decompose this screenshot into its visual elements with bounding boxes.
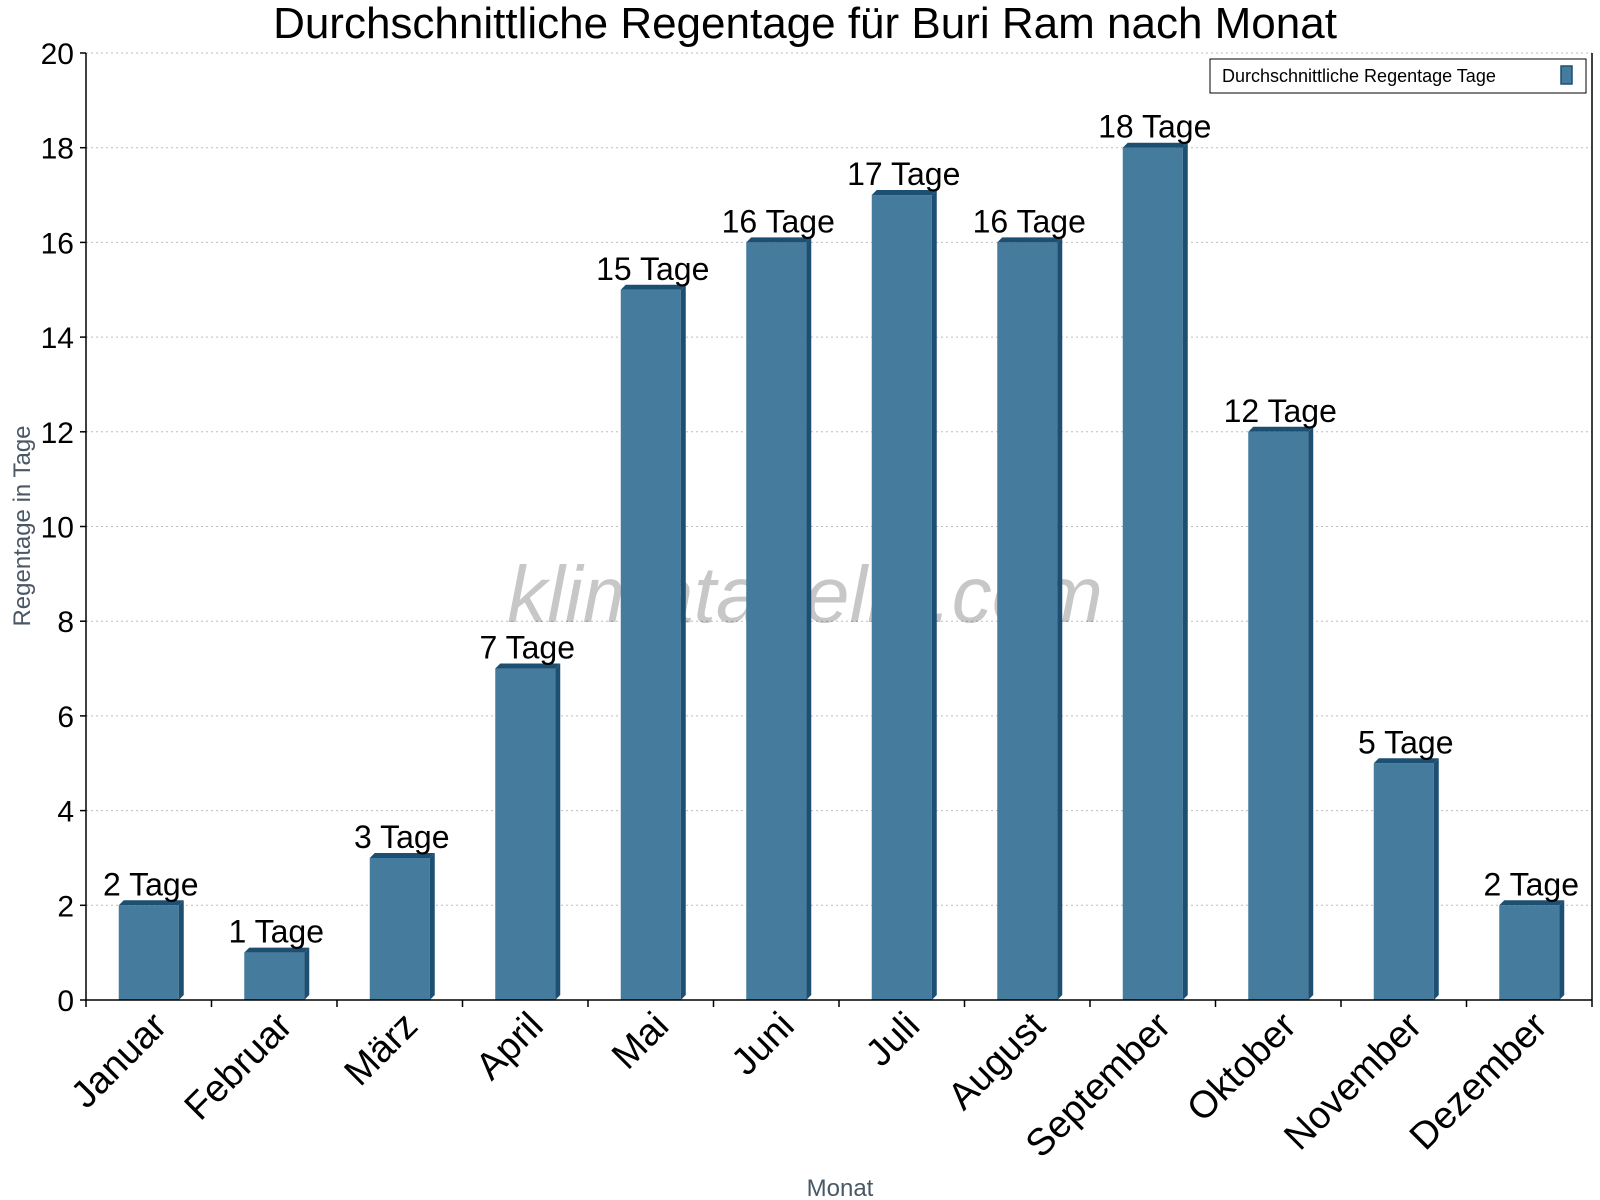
bar-face — [1499, 905, 1560, 1000]
y-tick-label: 12 — [41, 417, 74, 450]
bar-top — [997, 237, 1063, 243]
bar-top — [118, 900, 184, 906]
bar-top — [620, 284, 686, 290]
bar-side — [931, 190, 937, 1001]
bar-face — [1373, 763, 1434, 1000]
x-category-label: Februar — [177, 1004, 301, 1128]
bar-face — [1122, 147, 1183, 1000]
bar — [118, 900, 184, 1000]
data-label: 2 Tage — [103, 866, 199, 902]
legend-swatch — [1560, 65, 1573, 85]
bar-face — [997, 242, 1058, 1000]
bar — [1499, 900, 1565, 1000]
x-category-label: Juni — [724, 1005, 803, 1084]
bar-face — [620, 289, 681, 1000]
grid-lines — [86, 52, 1592, 906]
bar — [620, 284, 686, 1000]
x-category-label: Oktober — [1179, 1004, 1305, 1130]
x-category-label: Dezember — [1402, 1004, 1556, 1158]
y-tick-label: 0 — [57, 985, 74, 1018]
bar-series — [118, 142, 1565, 1001]
bar — [495, 663, 561, 1000]
y-tick-label: 8 — [57, 606, 74, 639]
y-axis-label: Regentage in Tage — [9, 425, 36, 626]
data-label: 15 Tage — [596, 251, 709, 287]
y-tick-label: 10 — [41, 512, 74, 545]
bar-top — [495, 663, 561, 669]
y-tick-label: 14 — [41, 322, 74, 355]
x-category-label: August — [940, 1004, 1054, 1118]
bar — [1373, 758, 1439, 1000]
bar-face — [495, 668, 556, 1000]
bar-top — [746, 237, 812, 243]
bar-side — [304, 947, 310, 1000]
bar-side — [1057, 237, 1063, 1000]
x-category-label: Juli — [858, 1005, 928, 1075]
bar — [369, 852, 435, 1000]
bar-top — [369, 852, 435, 858]
bar-side — [555, 663, 561, 1000]
bar-face — [746, 242, 807, 1000]
data-label: 17 Tage — [847, 156, 960, 192]
bar-top — [1373, 758, 1439, 764]
x-axis-ticks — [85, 1000, 1593, 1007]
bar — [1122, 142, 1188, 1000]
bar-side — [178, 900, 184, 1000]
bar — [746, 237, 812, 1000]
bar-top — [1499, 900, 1565, 906]
y-tick-label: 20 — [41, 38, 74, 71]
bar-side — [1433, 758, 1439, 1000]
bar-top — [871, 190, 937, 196]
bar-side — [429, 852, 435, 1000]
bar-side — [1182, 142, 1188, 1000]
data-label: 2 Tage — [1484, 866, 1580, 902]
bar — [244, 947, 310, 1000]
legend-label: Durchschnittliche Regentage Tage — [1222, 66, 1496, 86]
bar-side — [1559, 900, 1565, 1000]
x-category-label: Januar — [63, 1004, 175, 1116]
y-tick-label: 2 — [57, 890, 74, 923]
data-label: 5 Tage — [1358, 724, 1454, 760]
x-category-label: April — [468, 1005, 551, 1088]
x-axis-categories: Januar Februar März April Mai Juni Juli AugustS… — [63, 1004, 1556, 1165]
bar-top — [1248, 426, 1314, 432]
data-label: 7 Tage — [480, 630, 576, 666]
bar-face — [244, 952, 305, 1000]
data-label: 16 Tage — [722, 203, 835, 239]
legend: Durchschnittliche Regentage Tage — [1209, 58, 1587, 94]
bar-face — [369, 857, 430, 1000]
y-axis-ticks: 0 2 4 6 8 10 12 14 16 18 20 — [41, 38, 86, 1018]
bar-side — [680, 284, 686, 1000]
bar-top — [244, 947, 310, 953]
y-tick-label: 6 — [57, 701, 74, 734]
bar-side — [806, 237, 812, 1000]
bar-side — [1308, 426, 1314, 1000]
data-label: 3 Tage — [354, 819, 450, 855]
bar — [997, 237, 1063, 1000]
y-tick-label: 4 — [57, 796, 74, 829]
bar-face — [118, 905, 179, 1000]
data-label: 16 Tage — [973, 203, 1086, 239]
data-label: 18 Tage — [1098, 109, 1211, 145]
data-labels: 2 Tage 1 Tage 3 Tage 7 Tage 15 Tage 16 Tage 17… — [103, 109, 1579, 950]
x-category-label: Mai — [604, 1005, 677, 1078]
data-label: 1 Tage — [229, 914, 325, 950]
bar-top — [1122, 142, 1188, 148]
bar-face — [871, 195, 932, 1001]
bar — [871, 190, 937, 1001]
chart-title: Durchschnittliche Regentage für Buri Ram… — [273, 0, 1337, 48]
data-label: 12 Tage — [1224, 393, 1337, 429]
y-tick-label: 18 — [41, 133, 74, 166]
x-category-label: März — [337, 1005, 426, 1094]
x-axis-label: Monat — [807, 1175, 874, 1200]
legend-box — [1209, 58, 1587, 94]
y-tick-label: 16 — [41, 227, 74, 260]
bar-face — [1248, 431, 1309, 1000]
bar — [1248, 426, 1314, 1000]
